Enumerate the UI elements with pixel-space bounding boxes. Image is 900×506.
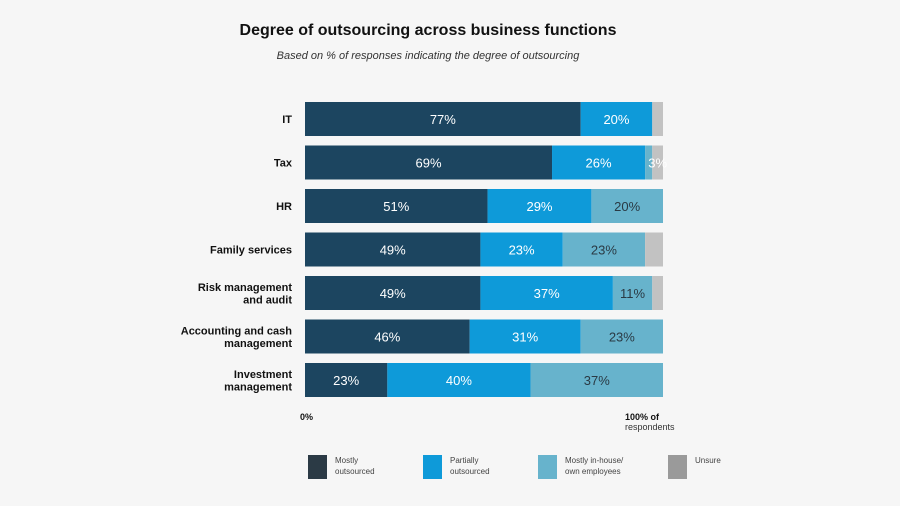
- data-label-accounting-and-cash-management-s1: 31%: [512, 330, 538, 345]
- category-label-risk-management-and-audit: Risk management: [198, 282, 292, 294]
- chart-subtitle: Based on % of responses indicating the d…: [276, 50, 580, 62]
- legend-item-partially-outsourced: Partially outsourced: [423, 455, 510, 479]
- bar-segment-tax-s0: [305, 145, 553, 180]
- bar-segment-tax-s3: [652, 145, 663, 180]
- legend-item-unsure: Unsure: [668, 455, 755, 479]
- data-label-investment-management-s1: 40%: [446, 373, 472, 388]
- chart-legend: Mostly outsourced Partially outsourced M…: [308, 455, 783, 479]
- legend-label-line: Partially: [450, 456, 479, 465]
- bar-segment-risk-management-and-audit-s3: [652, 276, 663, 310]
- legend-label: Mostly outsourced: [335, 455, 395, 477]
- data-label-tax-s0: 69%: [415, 156, 441, 171]
- legend-label-line: Mostly in-house/: [565, 456, 624, 465]
- bar-segment-risk-management-and-audit-s0: [305, 276, 481, 310]
- legend-label-line: Mostly: [335, 456, 359, 465]
- data-label-family-services-s2: 23%: [591, 243, 617, 258]
- bar-segment-tax-s1: [552, 145, 646, 180]
- data-label-risk-management-and-audit-s1: 37%: [534, 286, 560, 301]
- legend-item-mostly-in-house: Mostly in-house/ own employees: [538, 455, 640, 479]
- data-label-risk-management-and-audit-s0: 49%: [380, 286, 406, 301]
- x-axis-max-label-sub: respondents: [625, 422, 675, 432]
- data-label-family-services-s1: 23%: [509, 243, 535, 258]
- bar-segment-hr-s0: [305, 189, 488, 223]
- bar-segment-risk-management-and-audit-s1: [480, 276, 613, 310]
- category-label-accounting-and-cash-management: Accounting and cash: [181, 325, 293, 337]
- legend-label: Unsure: [695, 455, 755, 466]
- bar-segment-hr-s1: [487, 189, 592, 223]
- legend-label-line: Unsure: [695, 456, 721, 465]
- category-label-investment-management: Investment: [234, 369, 292, 381]
- data-label-it-s1: 20%: [603, 112, 629, 127]
- bar-segment-it-s1: [580, 102, 653, 136]
- category-label-investment-management: management: [224, 381, 292, 393]
- legend-label: Partially outsourced: [450, 455, 510, 477]
- bar-segment-family-services-s3: [645, 232, 663, 267]
- bar-segment-tax-s2: [645, 145, 653, 180]
- data-label-it-s0: 77%: [430, 112, 456, 127]
- category-label-it: IT: [282, 114, 292, 126]
- legend-swatch: [423, 455, 442, 479]
- legend-swatch: [538, 455, 557, 479]
- category-label-accounting-and-cash-management: management: [224, 338, 292, 350]
- x-axis-max-label-main: 100% of: [625, 412, 660, 422]
- legend-label-line: outsourced: [450, 467, 490, 476]
- bar-segment-family-services-s0: [305, 232, 481, 267]
- bar-segment-investment-management-s1: [387, 363, 531, 397]
- bar-segment-investment-management-s2: [530, 363, 663, 397]
- data-label-investment-management-s2: 37%: [584, 373, 610, 388]
- legend-swatch: [668, 455, 687, 479]
- bar-segment-family-services-s2: [562, 232, 646, 267]
- bar-segment-accounting-and-cash-management-s0: [305, 319, 470, 354]
- category-label-tax: Tax: [274, 158, 293, 170]
- data-label-accounting-and-cash-management-s0: 46%: [374, 330, 400, 345]
- data-label-hr-s2: 20%: [614, 199, 640, 214]
- data-label-tax-s3: 3%: [648, 156, 667, 171]
- bar-segment-it-s0: [305, 102, 581, 136]
- legend-item-mostly-outsourced: Mostly outsourced: [308, 455, 395, 479]
- x-axis-max-label: 100% of respondents: [625, 412, 675, 432]
- legend-swatch: [308, 455, 327, 479]
- data-label-hr-s0: 51%: [383, 199, 409, 214]
- legend-label: Mostly in-house/ own employees: [565, 455, 640, 477]
- legend-label-line: own employees: [565, 467, 621, 476]
- data-label-family-services-s0: 49%: [380, 243, 406, 258]
- data-label-tax-s1: 26%: [586, 156, 612, 171]
- data-label-hr-s1: 29%: [526, 199, 552, 214]
- bar-segment-accounting-and-cash-management-s2: [580, 319, 663, 354]
- bar-segment-investment-management-s0: [305, 363, 388, 397]
- chart-title: Degree of outsourcing across business fu…: [239, 22, 617, 39]
- data-label-risk-management-and-audit-s2: 11%: [620, 286, 645, 301]
- category-label-family-services: Family services: [210, 245, 292, 257]
- bar-segment-risk-management-and-audit-s2: [612, 276, 653, 310]
- legend-label-line: outsourced: [335, 467, 375, 476]
- bar-segment-accounting-and-cash-management-s1: [469, 319, 581, 354]
- category-label-risk-management-and-audit: and audit: [243, 294, 292, 306]
- bar-segment-hr-s2: [591, 189, 663, 223]
- x-axis-min-label: 0%: [300, 412, 314, 422]
- category-label-hr: HR: [276, 201, 292, 213]
- data-label-investment-management-s0: 23%: [333, 373, 359, 388]
- data-label-accounting-and-cash-management-s2: 23%: [609, 330, 635, 345]
- bar-segment-it-s3: [652, 102, 663, 136]
- bar-segment-family-services-s1: [480, 232, 563, 267]
